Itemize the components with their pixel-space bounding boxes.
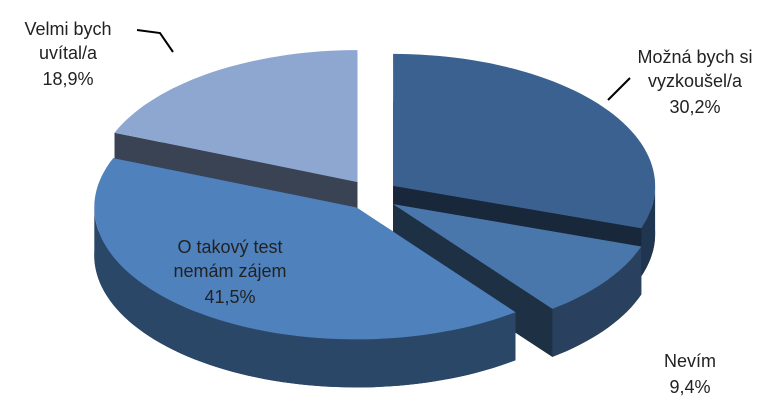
value-label: 30,2% bbox=[669, 97, 720, 117]
category-label: Nevím bbox=[664, 351, 716, 371]
slice-outer-wall bbox=[552, 246, 642, 357]
category-label: Možná bych si vyzkoušel/a bbox=[637, 47, 752, 91]
slice-outer-wall bbox=[94, 207, 516, 388]
value-label: 9,4% bbox=[669, 377, 710, 397]
value-label: 41,5% bbox=[204, 287, 255, 307]
leader-line bbox=[136, 29, 174, 53]
slice-outer-wall bbox=[641, 185, 656, 277]
slice-top bbox=[94, 158, 516, 340]
slice-top bbox=[393, 53, 656, 229]
category-label: Velmi bych uvítal/a bbox=[24, 19, 111, 63]
category-label: O takový test nemám zájem bbox=[173, 237, 286, 281]
value-label: 18,9% bbox=[42, 69, 93, 89]
leader-line bbox=[607, 77, 631, 101]
slice bbox=[94, 158, 516, 388]
slice-top bbox=[393, 204, 642, 309]
slice-top bbox=[114, 50, 358, 183]
